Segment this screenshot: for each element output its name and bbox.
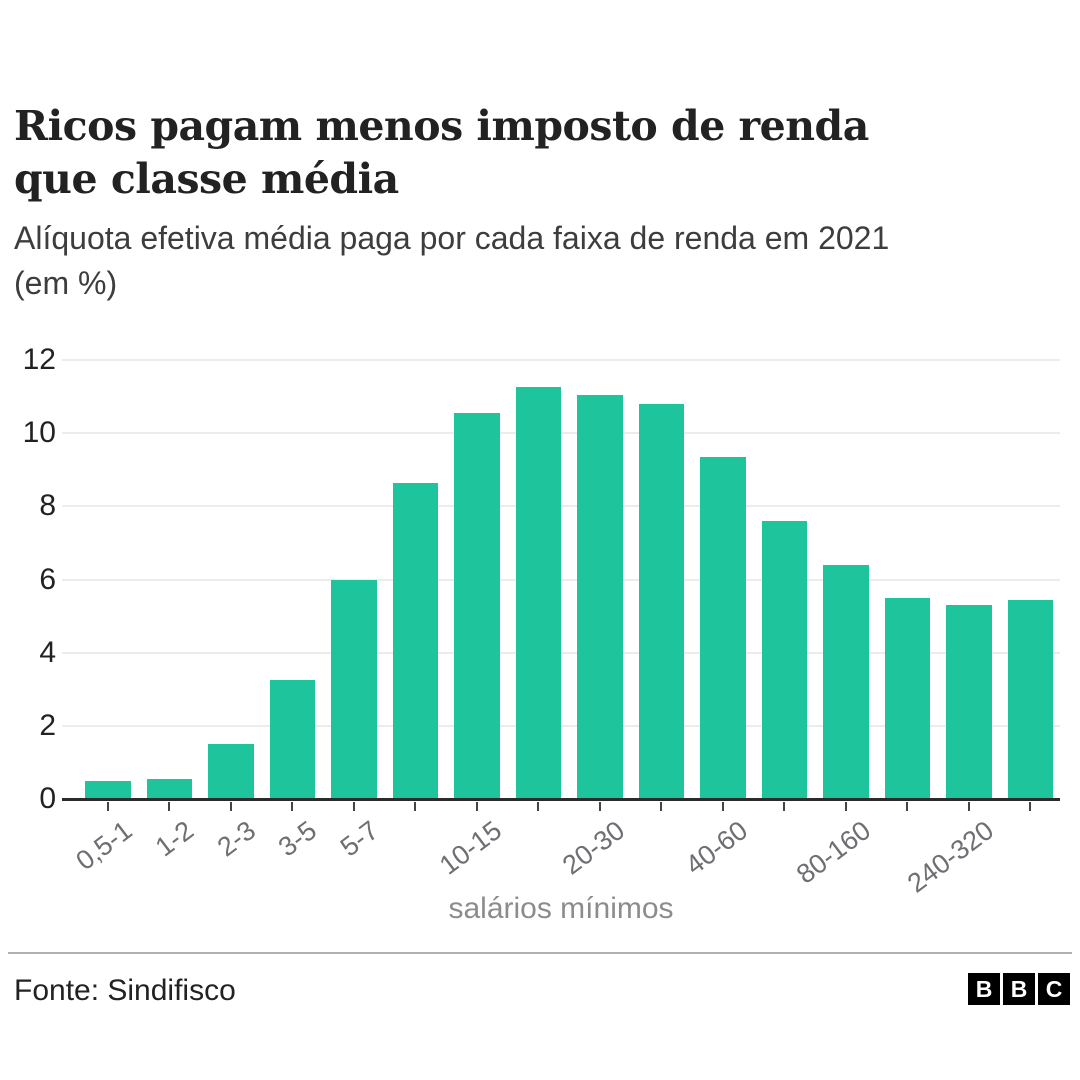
x-tick bbox=[844, 802, 847, 811]
bar bbox=[331, 579, 377, 799]
bar bbox=[208, 744, 254, 799]
bar-slot: 2-3 bbox=[208, 360, 261, 862]
x-tick bbox=[1029, 802, 1032, 811]
bar-slot: 10-15 bbox=[434, 360, 507, 881]
y-tick-label: 0 bbox=[39, 782, 56, 815]
bbc-logo-block: B bbox=[1003, 973, 1035, 1005]
y-axis-labels: 0 2 4 6 8 10 12 bbox=[0, 345, 56, 814]
x-tick bbox=[721, 802, 724, 811]
y-tick-label: 6 bbox=[39, 562, 56, 596]
x-tick-label: 20-30 bbox=[556, 815, 630, 881]
chart-title: Ricos pagam menos imposto de renda que c… bbox=[14, 102, 869, 203]
x-tick bbox=[537, 802, 540, 811]
x-tick bbox=[660, 802, 663, 811]
source-label: Fonte: Sindifisco bbox=[14, 974, 236, 1007]
bar-slot: 240-320 bbox=[902, 360, 999, 899]
footer-divider bbox=[8, 952, 1072, 954]
gridline bbox=[62, 432, 1060, 435]
x-tick-label: 240-320 bbox=[901, 815, 999, 899]
y-tick-label: 10 bbox=[22, 416, 56, 450]
bar-slot bbox=[638, 360, 684, 811]
bar-slot: 3-5 bbox=[269, 360, 322, 862]
y-tick-label: 4 bbox=[39, 635, 56, 669]
x-axis-title: salários mínimos bbox=[448, 892, 674, 925]
bar-slot: 20-30 bbox=[557, 360, 630, 881]
bar-slot: 40-60 bbox=[680, 360, 753, 881]
bar-slot: 5-7 bbox=[331, 360, 384, 862]
bar bbox=[392, 482, 438, 799]
bbc-logo-block: B bbox=[968, 973, 1000, 1005]
bar-slot bbox=[515, 360, 561, 811]
bar-slot bbox=[761, 360, 807, 811]
bar bbox=[454, 413, 500, 799]
x-axis-line bbox=[62, 798, 1060, 801]
bar-slot bbox=[392, 360, 438, 811]
x-tick-label: 0,5-1 bbox=[70, 815, 138, 876]
x-tick bbox=[475, 802, 478, 811]
bar bbox=[638, 403, 684, 799]
bar-slot bbox=[1007, 360, 1053, 811]
x-tick-label: 1-2 bbox=[150, 815, 200, 863]
x-tick bbox=[229, 802, 232, 811]
gridline bbox=[62, 505, 1060, 508]
gridline bbox=[62, 724, 1060, 727]
x-tick bbox=[168, 802, 171, 811]
bar-slot bbox=[884, 360, 930, 811]
chart-subtitle: Alíquota efetiva média paga por cada fai… bbox=[14, 220, 890, 301]
gridline bbox=[62, 359, 1060, 361]
bar-slot: 80-160 bbox=[791, 360, 876, 890]
y-tick-label: 2 bbox=[39, 708, 56, 742]
y-tick-label: 8 bbox=[39, 489, 56, 523]
bar bbox=[884, 597, 930, 799]
bar-series: 0,5-1 1-2 2-3 3-5 5-7 10-15 20-30 40-60 80-160 24… bbox=[71, 360, 1053, 899]
x-tick-label: 40-60 bbox=[679, 815, 753, 881]
x-tick bbox=[291, 802, 294, 811]
x-tick bbox=[783, 802, 786, 811]
bar bbox=[823, 564, 869, 799]
bar-slot: 0,5-1 bbox=[71, 360, 138, 876]
x-tick bbox=[106, 802, 109, 811]
bar bbox=[946, 605, 992, 799]
bbc-logo-block: C bbox=[1038, 973, 1070, 1005]
x-tick bbox=[352, 802, 355, 811]
x-tick-label: 2-3 bbox=[211, 815, 261, 863]
x-tick bbox=[967, 802, 970, 811]
x-tick-label: 3-5 bbox=[273, 815, 323, 863]
x-tick bbox=[906, 802, 909, 811]
bar bbox=[577, 394, 623, 799]
bar bbox=[700, 456, 746, 799]
bar bbox=[515, 387, 561, 799]
x-tick-label: 10-15 bbox=[433, 815, 507, 881]
bar bbox=[269, 680, 315, 799]
bar-slot: 1-2 bbox=[146, 360, 199, 862]
bar bbox=[85, 780, 131, 799]
bar bbox=[761, 520, 807, 799]
gridline bbox=[62, 651, 1060, 654]
x-tick bbox=[414, 802, 417, 811]
x-tick-label: 80-160 bbox=[790, 815, 876, 890]
y-tick-label: 12 bbox=[22, 343, 56, 376]
bar bbox=[1007, 599, 1053, 799]
bar bbox=[146, 778, 192, 799]
x-tick-label: 5-7 bbox=[334, 815, 384, 863]
plot-area: 0,5-1 1-2 2-3 3-5 5-7 10-15 20-30 40-60 80-160 24… bbox=[62, 359, 1060, 899]
x-tick bbox=[598, 802, 601, 811]
gridline bbox=[62, 578, 1060, 581]
